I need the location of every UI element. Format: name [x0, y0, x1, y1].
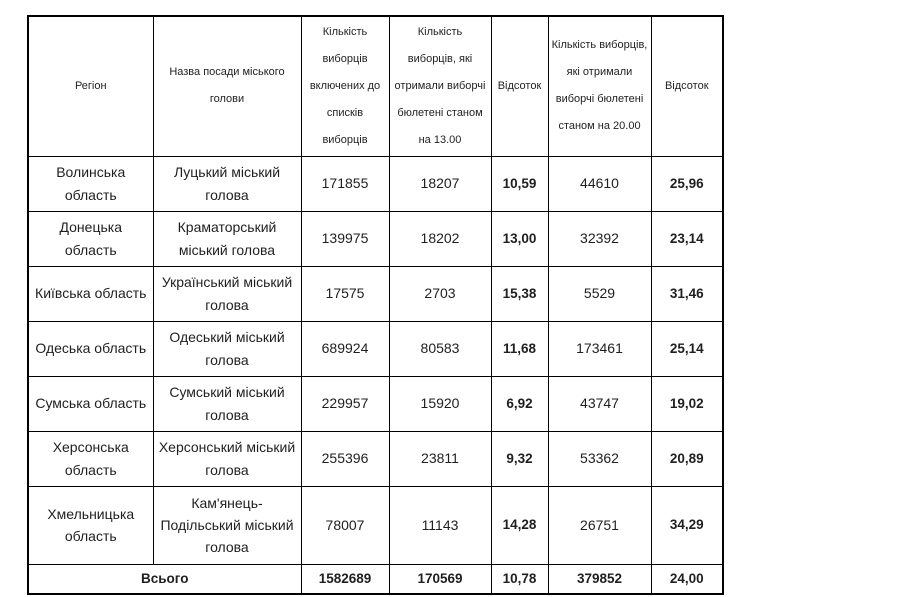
cell-ballots-13: 80583: [388, 320, 492, 377]
cell-ballots-13: 15920: [388, 375, 492, 432]
header-row: Регіон Назва посади міського голови Кіль…: [27, 15, 724, 157]
total-percent-13: 10,78: [490, 563, 549, 595]
cell-ballots-13: 18202: [388, 210, 492, 267]
cell-position: Краматорський міський голова: [152, 210, 302, 267]
cell-region: Хмельницька область: [27, 485, 154, 565]
cell-percent-13: 6,92: [490, 375, 549, 432]
header-region: Регіон: [27, 15, 154, 157]
cell-ballots-13: 23811: [388, 430, 492, 487]
cell-ballots-13: 11143: [388, 485, 492, 565]
cell-position: Кам'янець-Подільський міський голова: [152, 485, 302, 565]
cell-position: Сумський міський голова: [152, 375, 302, 432]
total-ballots-13: 170569: [388, 563, 492, 595]
total-label: Всього: [27, 563, 302, 595]
table-row-kyivska: Київська область Український міський гол…: [27, 265, 724, 322]
cell-percent-13: 13,00: [490, 210, 549, 267]
table-row-khersonska: Херсонська область Херсонський міський г…: [27, 430, 724, 487]
cell-voters-listed: 78007: [300, 485, 390, 565]
cell-region: Херсонська область: [27, 430, 154, 487]
cell-region: Сумська область: [27, 375, 154, 432]
cell-voters-listed: 139975: [300, 210, 390, 267]
cell-voters-listed: 171855: [300, 155, 390, 212]
header-percent-20: Відсоток: [650, 15, 724, 157]
cell-region: Волинська область: [27, 155, 154, 212]
cell-voters-listed: 255396: [300, 430, 390, 487]
table-row-volynska: Волинська область Луцький міський голова…: [27, 155, 724, 212]
cell-percent-20: 25,96: [650, 155, 724, 212]
cell-position: Український міський голова: [152, 265, 302, 322]
header-ballots-13: Кількість виборців, які отримали виборчі…: [388, 15, 492, 157]
cell-percent-20: 31,46: [650, 265, 724, 322]
election-turnout-table: Регіон Назва посади міського голови Кіль…: [27, 15, 724, 596]
cell-ballots-13: 18207: [388, 155, 492, 212]
cell-region: Одеська область: [27, 320, 154, 377]
table-row-sumska: Сумська область Сумський міський голова …: [27, 375, 724, 432]
total-percent-20: 24,00: [650, 563, 724, 595]
cell-position: Херсонський міський голова: [152, 430, 302, 487]
cell-percent-13: 14,28: [490, 485, 549, 565]
cell-percent-20: 25,14: [650, 320, 724, 377]
header-ballots-20: Кількість виборців, які отримали виборчі…: [547, 15, 652, 157]
cell-region: Донецька область: [27, 210, 154, 267]
cell-percent-13: 15,38: [490, 265, 549, 322]
cell-percent-13: 11,68: [490, 320, 549, 377]
cell-ballots-20: 26751: [547, 485, 652, 565]
cell-ballots-20: 173461: [547, 320, 652, 377]
cell-percent-20: 19,02: [650, 375, 724, 432]
cell-percent-20: 34,29: [650, 485, 724, 565]
header-position: Назва посади міського голови: [152, 15, 302, 157]
cell-ballots-20: 53362: [547, 430, 652, 487]
total-ballots-20: 379852: [547, 563, 652, 595]
cell-percent-13: 10,59: [490, 155, 549, 212]
cell-position: Одеський міський голова: [152, 320, 302, 377]
cell-percent-20: 20,89: [650, 430, 724, 487]
table-row-khmelnytska: Хмельницька область Кам'янець-Подільськи…: [27, 485, 724, 565]
total-row: Всього 1582689 170569 10,78 379852 24,00: [27, 563, 724, 595]
cell-region: Київська область: [27, 265, 154, 322]
table-row-donetska: Донецька область Краматорський міський г…: [27, 210, 724, 267]
cell-voters-listed: 229957: [300, 375, 390, 432]
header-percent-13: Відсоток: [490, 15, 549, 157]
cell-ballots-20: 44610: [547, 155, 652, 212]
cell-voters-listed: 689924: [300, 320, 390, 377]
cell-ballots-20: 5529: [547, 265, 652, 322]
cell-percent-13: 9,32: [490, 430, 549, 487]
header-voters-listed: Кількість виборців включених до списків …: [300, 15, 390, 157]
cell-ballots-20: 43747: [547, 375, 652, 432]
total-voters-listed: 1582689: [300, 563, 390, 595]
cell-ballots-20: 32392: [547, 210, 652, 267]
cell-ballots-13: 2703: [388, 265, 492, 322]
cell-position: Луцький міський голова: [152, 155, 302, 212]
table-row-odeska: Одеська область Одеський міський голова …: [27, 320, 724, 377]
cell-voters-listed: 17575: [300, 265, 390, 322]
cell-percent-20: 23,14: [650, 210, 724, 267]
